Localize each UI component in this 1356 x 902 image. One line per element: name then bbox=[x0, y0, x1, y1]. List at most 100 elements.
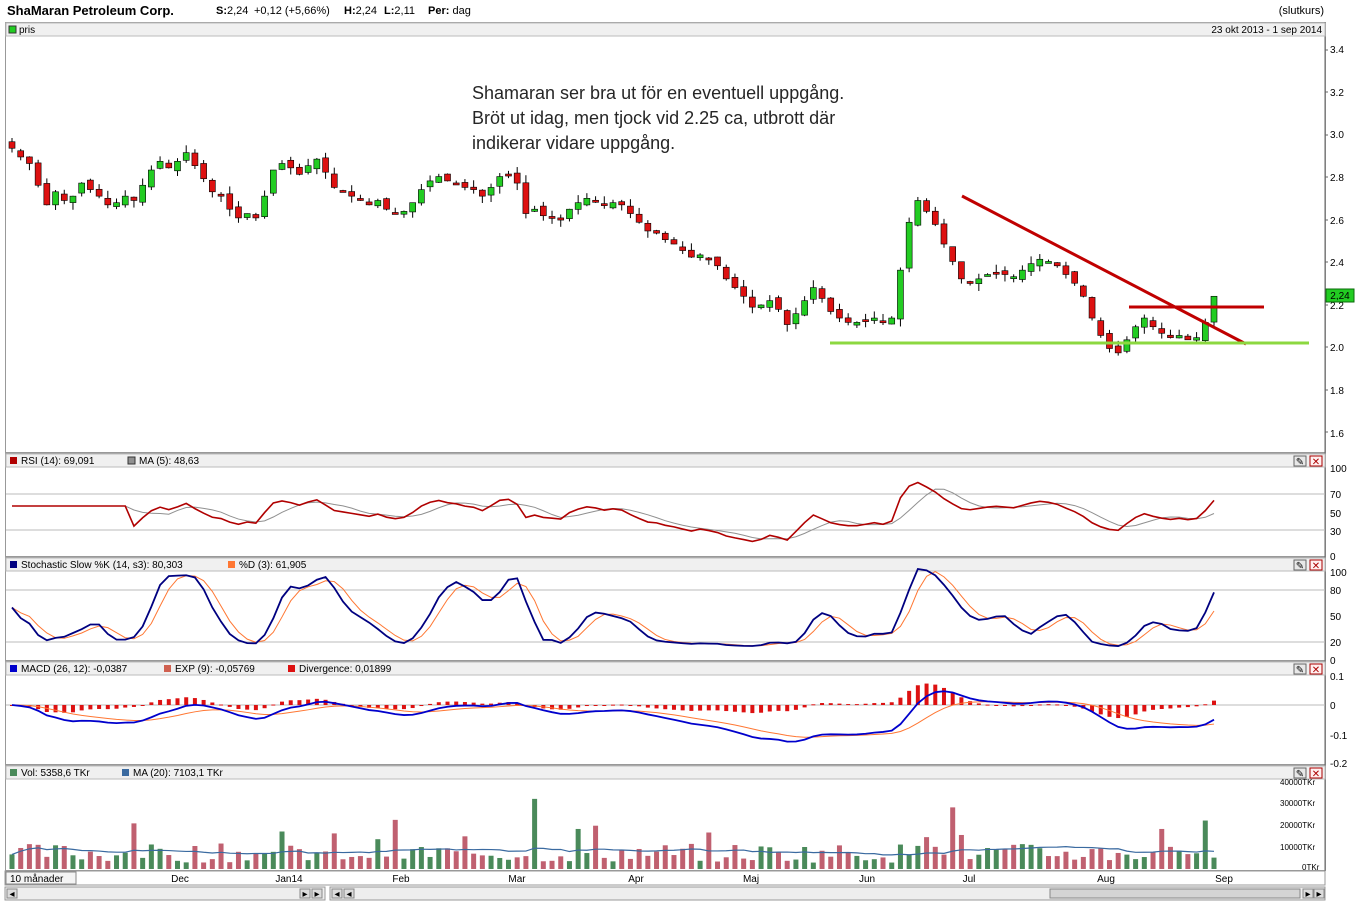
macd-divergence-bar bbox=[994, 705, 999, 706]
candle-body bbox=[235, 206, 242, 219]
vol-settings-button[interactable] bbox=[1293, 767, 1307, 779]
svg-text:70: 70 bbox=[1330, 490, 1342, 501]
volume-bar bbox=[1176, 850, 1182, 869]
volume-bar bbox=[105, 860, 111, 869]
scrollbar-timeline[interactable]: ◂ ◂ ▸ ▸ bbox=[329, 886, 1326, 901]
rsi-close-button[interactable] bbox=[1309, 455, 1323, 467]
month-label: Aug bbox=[1097, 874, 1115, 885]
macd-divergence-bar bbox=[1177, 705, 1182, 708]
candle-body bbox=[383, 198, 390, 210]
candle-body bbox=[1036, 258, 1044, 267]
stoch-close-button[interactable] bbox=[1309, 559, 1323, 571]
candle-body bbox=[182, 152, 190, 161]
macd-divergence-bar bbox=[201, 699, 206, 705]
macd-divergence-bar bbox=[985, 704, 990, 706]
svg-text:10000TKr: 10000TKr bbox=[1280, 843, 1315, 852]
timeline-scroll-left-button[interactable] bbox=[331, 888, 343, 899]
annotation-line-3: indikerar vidare uppgång. bbox=[472, 133, 675, 153]
candle-body bbox=[757, 304, 765, 309]
candle-body bbox=[862, 319, 869, 322]
macd-divergence-bar bbox=[288, 700, 293, 705]
candle-body bbox=[139, 184, 146, 203]
svg-text:0: 0 bbox=[1330, 552, 1336, 563]
volume-bar bbox=[575, 828, 581, 869]
volume-bar bbox=[802, 847, 808, 869]
macd-y-axis: 0.1 0 -0.1 -0.2 bbox=[1330, 672, 1348, 770]
candle-body bbox=[243, 213, 251, 218]
macd-divergence-bar bbox=[401, 705, 406, 710]
macd-divergence-bar bbox=[584, 705, 589, 707]
price-mode-label: (slutkurs) bbox=[1278, 5, 1324, 17]
volume-bar bbox=[174, 860, 180, 869]
macd-divergence-bar bbox=[1124, 705, 1129, 717]
candle-body bbox=[418, 189, 425, 204]
candle-body bbox=[156, 161, 164, 169]
svg-text:20000TKr: 20000TKr bbox=[1280, 821, 1315, 830]
macd-divergence-bar bbox=[140, 705, 145, 706]
candle-body bbox=[583, 198, 591, 206]
macd-divergence-bar bbox=[349, 705, 354, 706]
candle-body bbox=[487, 187, 495, 196]
macd-divergence-bar bbox=[1055, 704, 1060, 706]
candle-body bbox=[1071, 271, 1078, 284]
candle-body bbox=[365, 201, 373, 206]
timeline-scroll-end-button[interactable] bbox=[1313, 888, 1325, 899]
annotation-line-1: Shamaran ser bra ut för en eventuell upp… bbox=[472, 83, 844, 103]
candles-layer bbox=[8, 137, 1218, 356]
candle-body bbox=[226, 193, 234, 210]
volume-bar bbox=[201, 862, 207, 869]
scroll-end-button[interactable] bbox=[311, 888, 323, 899]
volume-bar bbox=[784, 860, 790, 869]
volume-bar bbox=[610, 861, 616, 869]
candle-body bbox=[696, 254, 704, 259]
timeline-scroll-left2-button[interactable] bbox=[343, 888, 355, 899]
stoch-settings-button[interactable] bbox=[1293, 559, 1307, 571]
candle-body bbox=[148, 169, 155, 188]
candle-body bbox=[461, 182, 469, 188]
candle-body bbox=[1019, 269, 1026, 280]
candle-body bbox=[600, 203, 608, 206]
rsi-settings-button[interactable] bbox=[1293, 455, 1307, 467]
rsi-ma-legend-swatch bbox=[127, 456, 136, 465]
scroll-left-button[interactable] bbox=[6, 888, 18, 899]
close-icon: ✕ bbox=[1312, 769, 1320, 780]
macd-divergence-bar bbox=[976, 703, 981, 705]
macd-divergence-bar bbox=[959, 697, 964, 705]
macd-divergence-bar bbox=[428, 703, 433, 705]
candle-body bbox=[923, 200, 930, 212]
vol-close-button[interactable] bbox=[1309, 767, 1323, 779]
timeline-scroll-thumb[interactable] bbox=[1049, 888, 1301, 899]
candle-body bbox=[897, 269, 904, 320]
timeline: 10 månader Dec Jan14 Feb Mar Apr Maj Jun… bbox=[4, 870, 1326, 886]
period-select[interactable] bbox=[5, 871, 77, 885]
candle-body bbox=[853, 322, 861, 326]
timeline-scroll-right-button[interactable] bbox=[1302, 888, 1314, 899]
scroll-right-button[interactable] bbox=[299, 888, 311, 899]
macd-close-button[interactable] bbox=[1309, 663, 1323, 675]
volume-bar bbox=[932, 846, 938, 869]
candle-body bbox=[104, 197, 112, 206]
volume-bar bbox=[375, 839, 381, 869]
macd-settings-button[interactable] bbox=[1293, 663, 1307, 675]
candle-body bbox=[1010, 276, 1017, 279]
volume-bar bbox=[1106, 860, 1112, 869]
svg-text:30000TKr: 30000TKr bbox=[1280, 799, 1315, 808]
macd-divergence-bar bbox=[550, 705, 555, 710]
macd-divergence-bar bbox=[462, 702, 467, 705]
month-label: Mar bbox=[508, 874, 526, 885]
volume-bar bbox=[741, 858, 747, 869]
stoch-d-legend: %D (3): 61,905 bbox=[239, 560, 307, 571]
candle-body bbox=[1001, 270, 1009, 275]
svg-text:50: 50 bbox=[1330, 612, 1342, 623]
candle-body bbox=[705, 257, 713, 261]
candle-body bbox=[792, 313, 800, 325]
volume-bar bbox=[1072, 859, 1078, 869]
volume-bar bbox=[976, 854, 982, 869]
macd-divergence-bar bbox=[489, 703, 494, 705]
volume-bar bbox=[558, 856, 564, 869]
price-legend: pris bbox=[19, 25, 35, 36]
scrollbar-left[interactable]: ◂ ▸ ▸ bbox=[4, 886, 326, 901]
candle-body bbox=[1193, 337, 1200, 341]
candle-body bbox=[252, 214, 260, 219]
volume-bar bbox=[662, 845, 668, 869]
